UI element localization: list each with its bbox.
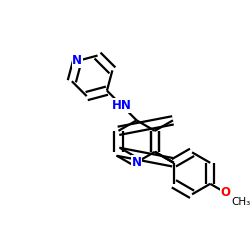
Text: N: N (132, 156, 142, 169)
Text: N: N (72, 54, 82, 68)
Text: O: O (221, 186, 231, 199)
Text: CH₃: CH₃ (232, 197, 250, 207)
Text: HN: HN (112, 99, 132, 112)
